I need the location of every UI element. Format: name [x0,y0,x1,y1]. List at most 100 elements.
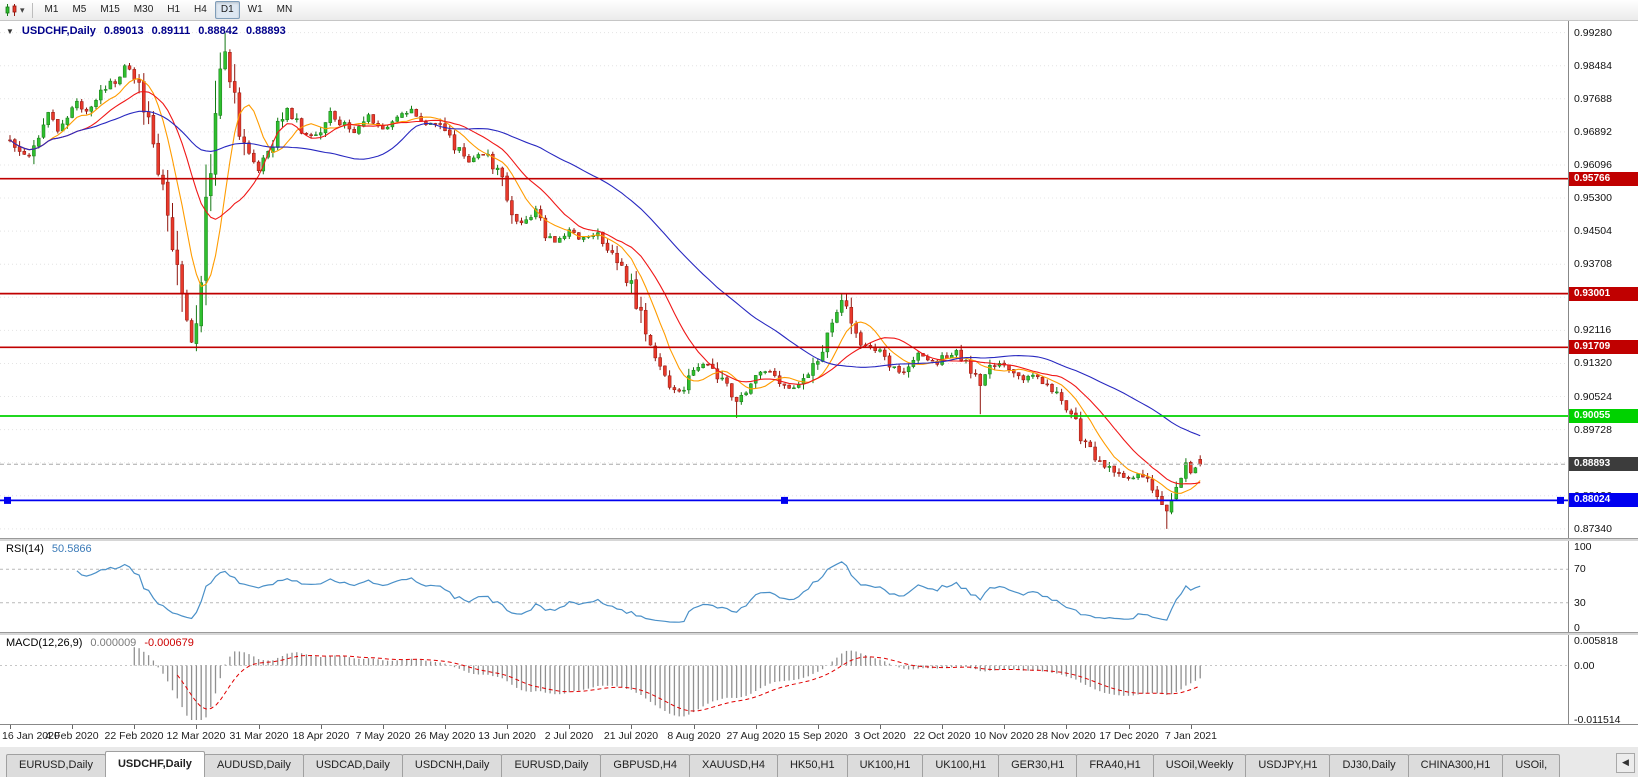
date-label: 27 Aug 2020 [726,730,786,742]
date-label: 31 Mar 2020 [229,730,289,742]
current-price-badge: 0.88893 [1569,457,1638,471]
price-axis-label: 0.96096 [1574,159,1612,171]
hline-price-badge: 0.91709 [1569,340,1638,354]
time-axis-tick [507,725,508,729]
chart-tab-5-eurusd-daily[interactable]: EURUSD,Daily [501,754,602,777]
price-axis-label: 0.97688 [1574,93,1612,105]
date-label: 22 Oct 2020 [913,730,971,742]
date-label: 16 Jan 2020 [2,730,60,742]
chart-tab-11-ger30-h1[interactable]: GER30,H1 [998,754,1078,777]
main-chart-canvas[interactable] [0,21,1568,538]
candlestick-chart-type-icon[interactable] [4,3,18,17]
time-axis-tick [1004,725,1005,729]
moving-average-line-8 [9,77,1201,494]
chart-tab-16-china300-h1[interactable]: CHINA300,H1 [1407,754,1504,777]
time-axis-tick [942,725,943,729]
rsi-line [76,561,1201,623]
tab-scroll-left-icon[interactable]: ◀ [1616,753,1635,773]
date-label: 26 May 2020 [414,730,476,742]
rsi-axis-label: 0 [1574,622,1580,634]
macd-chart-canvas[interactable] [0,634,1568,724]
chart-tab-1-usdchf-daily[interactable]: USDCHF,Daily [104,751,205,777]
price-axis-label: 0.95300 [1574,192,1612,204]
time-axis-tick [445,725,446,729]
chart-tab-9-uk100-h1[interactable]: UK100,H1 [846,754,924,777]
chart-tab-6-gbpusd-h4[interactable]: GBPUSD,H4 [600,754,690,777]
timeframe-button-m15[interactable]: M15 [100,4,120,15]
panel-divider-macd[interactable] [0,632,1638,635]
chart-tab-8-hk50-h1[interactable]: HK50,H1 [776,754,848,777]
timeframe-button-w1[interactable]: W1 [247,4,263,15]
timeframe-button-mn[interactable]: MN [276,4,293,15]
chart-tab-12-fra40-h1[interactable]: FRA40,H1 [1076,754,1154,777]
time-axis-tick [196,725,197,729]
date-label: 8 Aug 2020 [667,730,721,742]
date-label: 12 Mar 2020 [166,730,226,742]
time-axis-tick [756,725,757,729]
one-click-trading-dropdown-icon[interactable]: ▼ [6,26,14,36]
ohlc-open-value: 0.89013 [103,25,144,37]
macd-axis-label: 0.00 [1574,660,1595,672]
date-label: 10 Nov 2020 [974,730,1034,742]
date-label: 4 Feb 2020 [45,730,99,742]
panel-divider-rsi[interactable] [0,538,1638,541]
time-axis-tick [383,725,384,729]
moving-average-line-16 [9,91,1201,485]
timeframe-button-h1[interactable]: H1 [167,4,181,15]
time-axis-tick [72,725,73,729]
hline-price-badge: 0.90055 [1569,409,1638,423]
chart-tab-0-eurusd-daily[interactable]: EURUSD,Daily [6,754,106,777]
date-label: 28 Nov 2020 [1036,730,1096,742]
macd-header: MACD(12,26,9) 0.000009 -0.000679 [6,637,194,649]
timeframe-button-d1[interactable]: D1 [214,1,240,19]
toolbar-separator [31,2,33,18]
hline-price-badge: 0.88024 [1569,493,1638,507]
top-toolbar: ▾ M1 M5 M15 M30 H1 H4 D1 W1 MN [0,0,1638,21]
date-label: 21 Jul 2020 [603,730,659,742]
date-label: 3 Oct 2020 [854,730,906,742]
chart-tab-15-dj30-daily[interactable]: DJ30,Daily [1329,754,1409,777]
timeframe-button-m5[interactable]: M5 [72,4,87,15]
time-axis-tick [259,725,260,729]
chart-tab-13-usoil-weekly[interactable]: USOil,Weekly [1152,754,1247,777]
time-axis-tick [321,725,322,729]
price-gridlines [0,32,1568,530]
line-selection-handle[interactable] [781,496,788,504]
macd-signal-value: -0.000679 [144,637,194,649]
price-axis-label: 0.96892 [1574,126,1612,138]
price-axis-label: 0.99280 [1574,27,1612,39]
line-selection-handle[interactable] [1557,496,1564,504]
chart-tab-3-usdcad-daily[interactable]: USDCAD,Daily [302,754,403,777]
rsi-chart-canvas[interactable] [0,540,1568,632]
chart-tab-2-audusd-daily[interactable]: AUDUSD,Daily [203,754,304,777]
chart-tab-17-usoil[interactable]: USOil, [1502,754,1561,777]
rsi-axis-label: 70 [1574,563,1586,575]
date-label: 7 May 2020 [355,730,411,742]
timeframe-button-h4[interactable]: H4 [194,4,207,15]
chart-tab-10-uk100-h1[interactable]: UK100,H1 [922,754,1000,777]
macd-axis-label: -0.011514 [1574,714,1621,726]
chart-tab-14-usdjpy-h1[interactable]: USDJPY,H1 [1245,754,1331,777]
price-axis-label: 0.87340 [1574,523,1612,535]
price-axis[interactable]: 0.99280 0.98484 0.97688 0.96892 0.96096 0.953… [1568,21,1638,726]
time-axis-tick [1129,725,1130,729]
line-selection-handle[interactable] [4,496,11,504]
rsi-axis-label: 30 [1574,597,1586,609]
time-axis-tick [880,725,881,729]
chart-tab-4-usdcnh-daily[interactable]: USDCNH,Daily [401,754,503,777]
macd-indicator-label: MACD(12,26,9) [6,637,83,649]
date-label: 13 Jun 2020 [478,730,536,742]
chart-type-dropdown-icon[interactable]: ▾ [20,4,25,15]
price-axis-label: 0.89728 [1574,424,1612,436]
timeframe-button-m1[interactable]: M1 [44,4,59,15]
chart-tabbar: EURUSD,Daily USDCHF,Daily AUDUSD,Daily USDC… [0,746,1638,777]
rsi-axis-label: 100 [1574,541,1592,553]
timeframe-button-m30[interactable]: M30 [133,4,154,15]
chart-tab-7-xauusd-h4[interactable]: XAUUSD,H4 [688,754,778,777]
time-axis-tick [818,725,819,729]
time-axis[interactable]: 16 Jan 2020 4 Feb 2020 22 Feb 2020 12 Mar 2… [0,724,1638,747]
ohlc-high-value: 0.89111 [151,25,191,37]
chart-area: ▼ USDCHF,Daily 0.89013 0.89111 0.88842 0… [0,21,1638,747]
chart-title: ▼ USDCHF,Daily 0.89013 0.89111 0.88842 0… [6,25,286,37]
